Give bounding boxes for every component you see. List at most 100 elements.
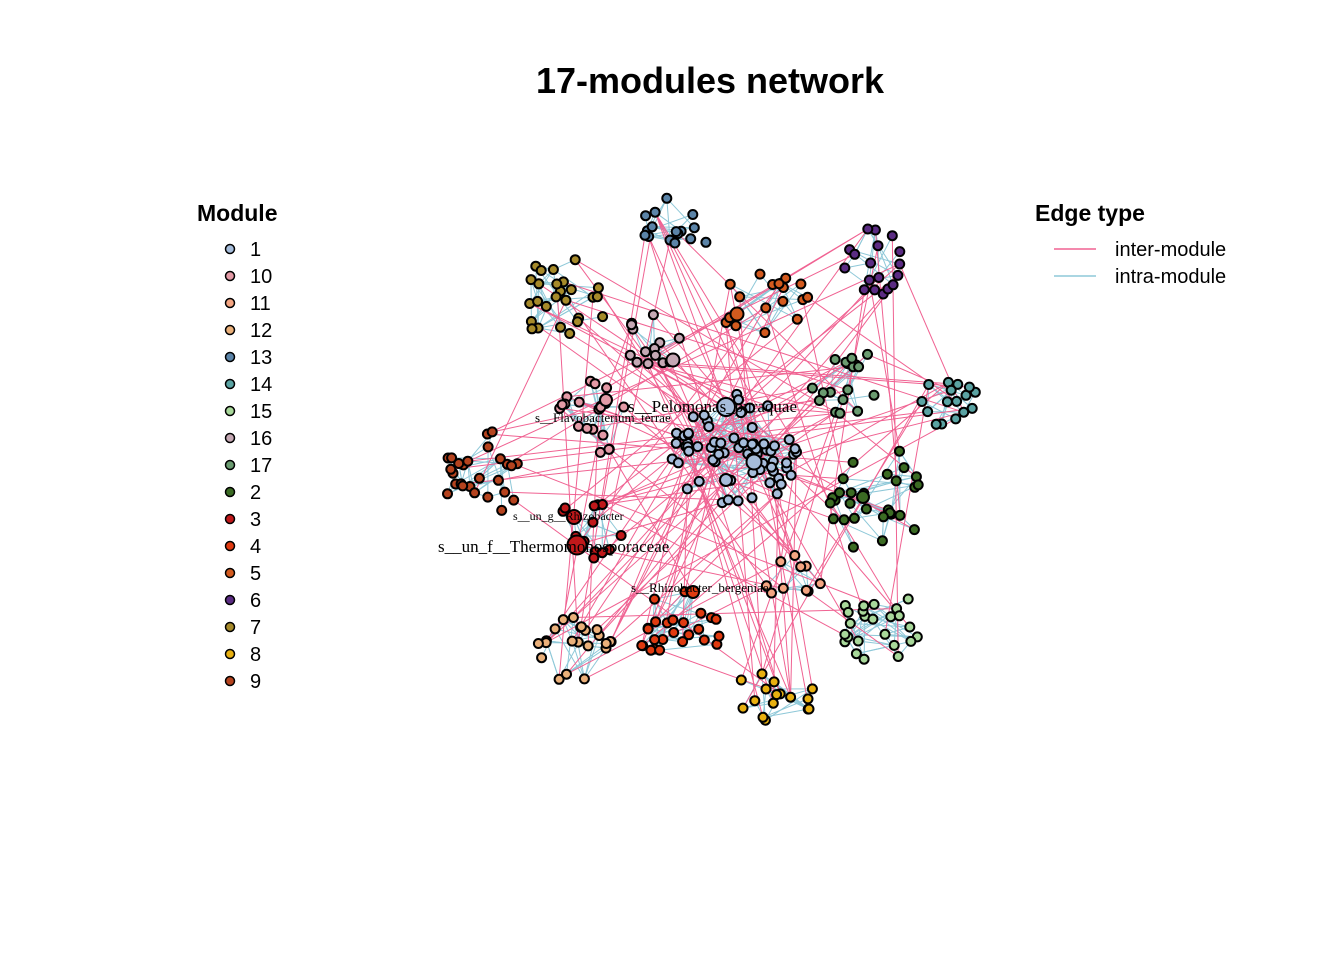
node-module-9	[453, 458, 465, 469]
edge-inter-module	[647, 363, 970, 388]
node-module-7	[555, 321, 566, 333]
legend-label-module-16: 16	[250, 428, 272, 450]
node-module-5	[729, 306, 745, 322]
node-module-4	[710, 613, 722, 625]
node-module-9	[445, 463, 457, 475]
edge-inter-module	[692, 416, 781, 695]
node-module-1	[687, 411, 699, 423]
edge-inter-module	[609, 287, 784, 642]
node-module-8	[767, 697, 779, 709]
node-module-1	[732, 495, 744, 507]
edge-intra-module	[780, 561, 821, 585]
node-module-4	[667, 614, 679, 626]
edge-inter-module	[677, 233, 858, 412]
node-module-17	[852, 405, 864, 417]
node-module-15	[904, 621, 916, 633]
node-module-7	[592, 282, 604, 294]
edge-intra-module	[863, 484, 919, 494]
edge-inter-module	[740, 412, 837, 681]
network-nodes	[442, 192, 981, 726]
edge-inter-module	[654, 211, 787, 464]
node-module-1	[758, 438, 770, 450]
node-module-1	[693, 475, 705, 487]
edge-inter-module	[729, 284, 810, 710]
node-module-15	[858, 653, 870, 665]
edge-inter-module	[738, 275, 899, 401]
node-module-8	[785, 691, 797, 703]
node-label-flavobacterium: s__Flavobacterium_terrae	[535, 410, 671, 425]
edge-intra-module	[739, 296, 803, 301]
node-module-1	[783, 434, 795, 446]
node-module-3	[615, 530, 627, 541]
node-module-13	[640, 210, 652, 222]
edge-inter-module	[555, 296, 848, 391]
node-label-rhizobacter-bergeniae: s__Rhizobacter_bergeniae	[631, 580, 769, 595]
edge-inter-module	[623, 406, 796, 556]
edge-inter-module	[500, 458, 875, 605]
edge-inter-module	[507, 307, 767, 465]
node-module-1	[682, 427, 694, 439]
node-module-5	[730, 320, 742, 332]
edge-intra-module	[553, 269, 594, 298]
node-module-2	[837, 473, 849, 485]
node-module-12	[582, 640, 594, 652]
edge-intra-module	[729, 283, 798, 320]
edge-inter-module	[498, 442, 688, 481]
edge-inter-module	[739, 296, 763, 674]
node-module-9	[492, 474, 504, 486]
node-module-6	[886, 230, 898, 242]
legend-label-module-9: 9	[250, 671, 261, 693]
edge-inter-module	[653, 314, 765, 445]
edge-inter-module	[556, 283, 767, 587]
legend-marker-module-6	[224, 594, 236, 606]
node-module-6	[887, 279, 899, 291]
node-module-6	[873, 272, 885, 283]
node-module-14	[966, 402, 978, 414]
node-module-6	[849, 248, 861, 260]
node-module-4	[636, 640, 648, 651]
edge-intra-module	[863, 616, 866, 660]
edge-inter-module	[569, 333, 757, 450]
node-module-14	[922, 406, 934, 418]
node-module-2	[877, 511, 889, 523]
legend-marker-module-9	[224, 675, 236, 687]
node-module-10	[597, 429, 609, 441]
node-module-16	[649, 349, 661, 361]
edge-intra-module	[782, 287, 798, 320]
node-module-6	[894, 258, 906, 270]
legend-label-module-1: 1	[250, 239, 261, 261]
node-module-12	[591, 624, 603, 636]
node-module-11	[800, 584, 812, 596]
edge-inter-module	[602, 504, 849, 638]
edge-inter-module	[774, 284, 894, 447]
node-module-17	[868, 389, 880, 401]
node-module-9	[482, 491, 494, 503]
node-module-1	[766, 461, 777, 473]
node-module-7	[547, 264, 559, 275]
node-module-2	[845, 487, 857, 499]
node-module-15	[850, 648, 862, 660]
edge-intra-module	[762, 708, 810, 718]
node-module-4	[649, 634, 661, 646]
node-module-1	[713, 448, 725, 460]
node-module-4	[693, 623, 705, 635]
node-module-4	[686, 585, 700, 599]
node-module-5	[777, 295, 789, 307]
edge-inter-module	[576, 502, 723, 546]
node-label-pelomonas: s__Pelomonas_puraquae	[628, 397, 797, 416]
edge-inter-module	[545, 354, 868, 643]
node-module-13	[661, 192, 673, 204]
node-labels: s__Pelomonas_puraquae s__Flavobacterium_…	[438, 397, 797, 595]
edge-inter-module	[577, 235, 646, 643]
node-module-13	[688, 222, 700, 234]
node-module-1	[698, 409, 710, 421]
edge-intra-module	[764, 301, 784, 333]
edge-inter-module	[647, 363, 841, 414]
edge-inter-module	[698, 481, 764, 718]
node-module-12	[532, 638, 544, 649]
edge-type-legend: Edge type inter-module intra-module	[1035, 200, 1226, 288]
node-module-11	[766, 587, 777, 599]
node-module-1	[735, 407, 747, 419]
node-module-7	[526, 323, 538, 335]
node-module-4	[678, 617, 689, 629]
